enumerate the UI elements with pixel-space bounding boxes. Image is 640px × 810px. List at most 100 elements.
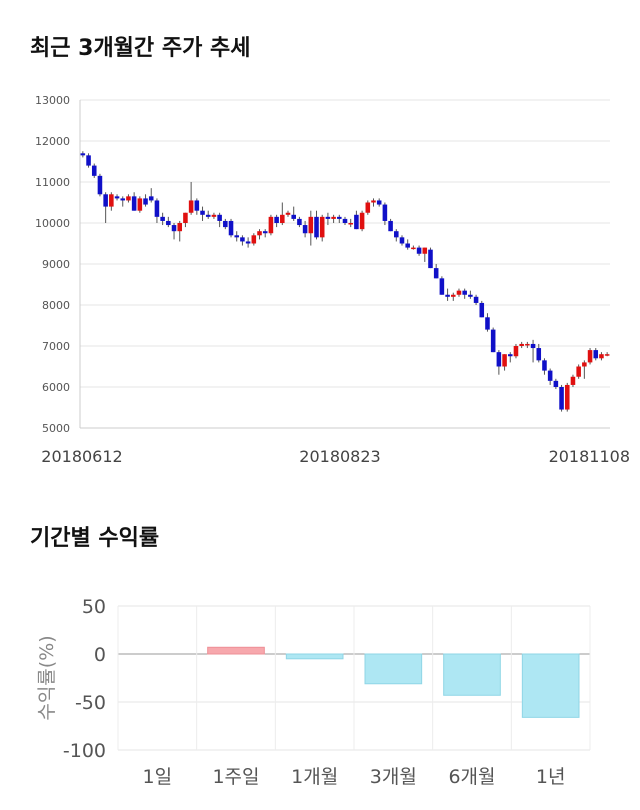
candle-body [103, 194, 108, 207]
candle-body [394, 231, 399, 238]
candle-body [109, 194, 114, 207]
y-tick-label: -100 [63, 740, 106, 762]
candle-body [302, 225, 308, 234]
y-tick-label: 0 [94, 644, 106, 666]
candle-body [325, 216, 331, 219]
candle-body [525, 343, 530, 346]
candle-body [530, 343, 536, 349]
candle-body [171, 225, 177, 232]
candle-body [462, 290, 467, 295]
candle-body [342, 218, 348, 223]
x-category-label: 1일 [143, 766, 173, 788]
candle-body [177, 223, 183, 232]
candle-body [319, 216, 325, 238]
candle-body [433, 268, 439, 279]
y-tick-label: 13000 [35, 94, 70, 107]
candle-body [280, 214, 285, 223]
candle-body [365, 202, 371, 213]
return-bar [285, 653, 344, 660]
candle-body [604, 354, 610, 356]
candle-body [416, 247, 422, 254]
candle-body [553, 380, 559, 387]
candle-body [194, 200, 200, 211]
candle-body [337, 216, 342, 219]
y-tick-label: 50 [82, 596, 106, 618]
candle-body [564, 384, 570, 410]
candle-body [188, 200, 194, 213]
candle-body [485, 317, 490, 330]
return-bar [521, 653, 580, 718]
candle-body [502, 354, 507, 367]
candle-body [359, 212, 365, 230]
y-tick-label: 5000 [42, 422, 70, 435]
candle-body [251, 235, 257, 244]
y-tick-label: 7000 [42, 340, 70, 353]
candle-body [371, 200, 376, 203]
y-tick-label: 10000 [35, 217, 70, 230]
x-category-label: 1년 [536, 766, 566, 788]
candle-body [137, 198, 143, 211]
candle-body [411, 247, 416, 250]
candle-body [217, 214, 222, 221]
candle-body [479, 302, 485, 318]
candle-body [507, 354, 513, 357]
y-tick-label: -50 [75, 692, 106, 714]
x-tick-label: 20180823 [299, 447, 380, 466]
candle-body [200, 210, 205, 215]
candle-body [519, 343, 524, 346]
candle-body [496, 352, 502, 367]
y-tick-label: 11000 [35, 176, 70, 189]
x-category-label: 1개월 [291, 766, 338, 788]
candle-body [399, 237, 405, 244]
candle-body [148, 196, 154, 201]
return-bar [207, 646, 265, 655]
return-bar [443, 653, 501, 696]
candle-body [154, 200, 160, 217]
candle-body [445, 294, 450, 297]
candle-body [582, 362, 587, 367]
candle-body [587, 350, 593, 363]
candle-body [80, 153, 86, 156]
candle-body [223, 220, 228, 228]
candle-body [576, 366, 581, 377]
candle-body [513, 346, 519, 357]
x-tick-label: 20180612 [41, 447, 122, 466]
candle-body [570, 376, 576, 385]
candle-body [297, 218, 302, 226]
candle-body [376, 200, 382, 205]
price-trend-title: 최근 3개월간 주가 추세 [30, 36, 251, 61]
candle-body [468, 294, 473, 297]
candle-body [120, 198, 126, 201]
candle-body [274, 216, 279, 223]
candle-body [559, 387, 564, 410]
candle-body [257, 231, 262, 236]
candle-body [348, 223, 353, 225]
candle-body [422, 247, 428, 254]
candle-body [536, 348, 542, 361]
candle-body [262, 231, 268, 234]
x-category-label: 6개월 [448, 766, 495, 788]
candle-body [268, 216, 274, 234]
candle-body [285, 212, 291, 215]
candle-body [593, 350, 599, 359]
x-tick-label: 20181108 [549, 447, 630, 466]
return-bar [364, 653, 423, 685]
candle-body [456, 290, 462, 295]
candle-body [599, 354, 604, 359]
candle-body [205, 214, 211, 217]
candle-body [91, 165, 97, 176]
y-tick-label: 6000 [42, 381, 70, 394]
candle-body [240, 237, 245, 242]
candle-body [228, 220, 234, 236]
candle-body [388, 220, 393, 232]
candle-body [439, 278, 445, 295]
candle-body [314, 216, 319, 238]
candle-body [114, 196, 120, 199]
candle-body [160, 216, 165, 221]
y-axis-label: 수익률(%) [36, 635, 58, 720]
candle-body [428, 249, 433, 269]
candle-body [354, 214, 359, 230]
candle-body [86, 155, 91, 166]
candle-body [542, 360, 547, 371]
